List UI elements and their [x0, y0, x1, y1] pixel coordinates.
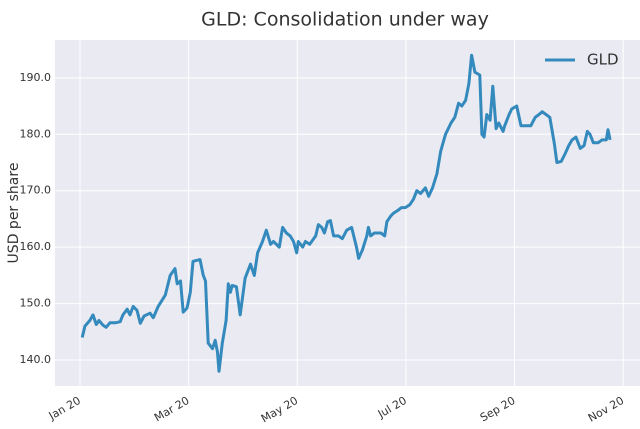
data-line: [80, 53, 612, 373]
y-tick-label: 190.0: [20, 71, 52, 84]
y-axis-label: USD per share: [6, 163, 22, 264]
x-tick-label: Mar 20: [152, 394, 192, 424]
chart-title: GLD: Consolidation under way: [201, 9, 489, 31]
y-tick-label: 160.0: [20, 240, 52, 253]
y-tick-label: 140.0: [20, 353, 52, 366]
x-tick-label: Jul 20: [375, 394, 409, 421]
x-tick-label: May 20: [259, 394, 300, 425]
legend-label: GLD: [587, 51, 619, 69]
x-tick-label: Jan 20: [46, 394, 83, 423]
x-tick-label: Nov 20: [586, 394, 626, 425]
y-tick-label: 180.0: [20, 127, 52, 140]
y-tick-label: 170.0: [20, 184, 52, 197]
y-tick-label: 150.0: [20, 297, 52, 310]
plot-area: [55, 40, 640, 386]
x-tick-label: Sep 20: [478, 394, 518, 424]
